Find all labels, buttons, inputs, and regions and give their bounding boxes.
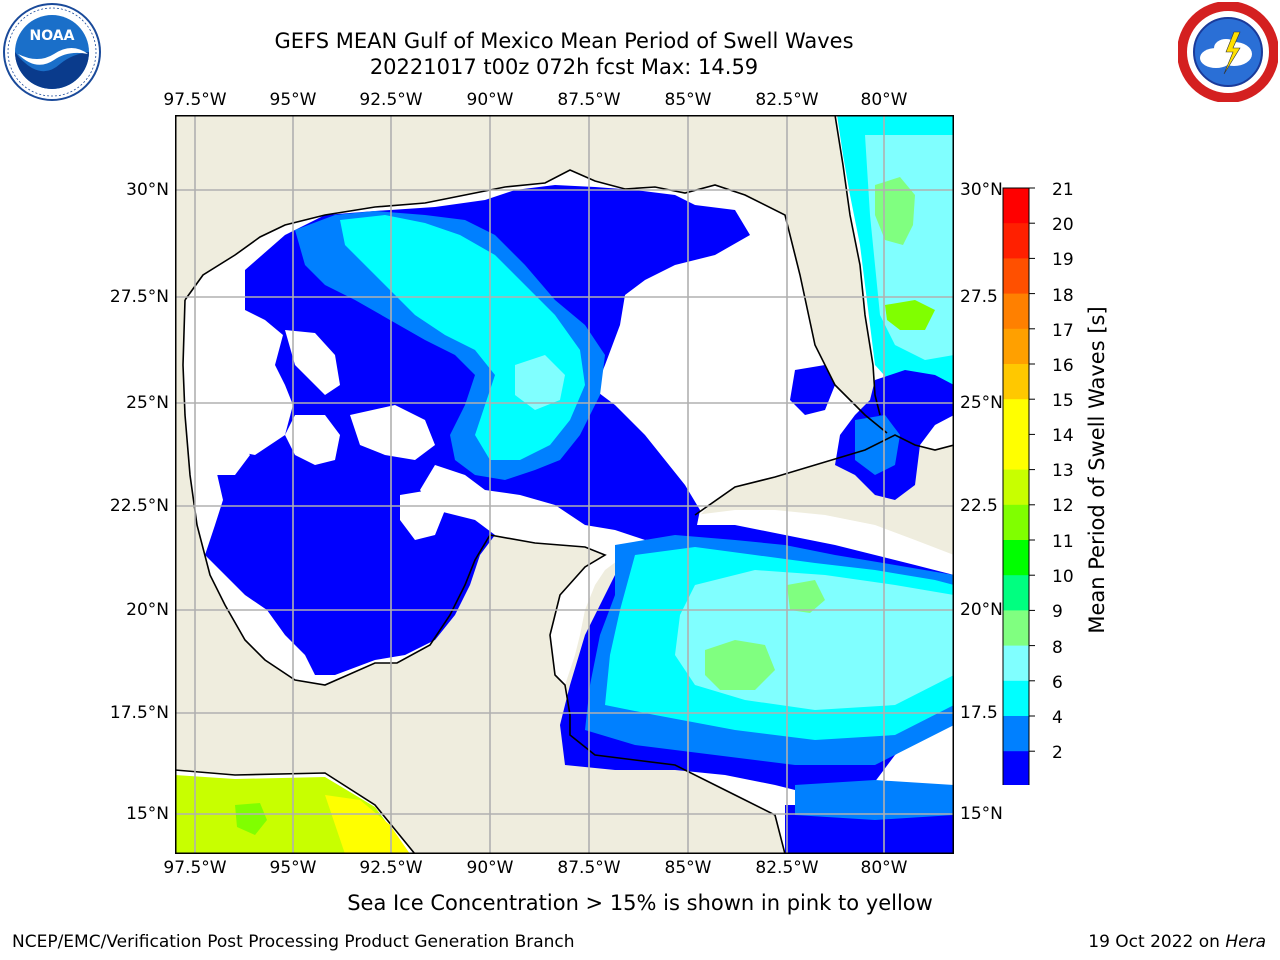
colorbar-frame <box>1002 187 1030 785</box>
colorbar-tick: 16 <box>1052 356 1074 376</box>
colorbar-tick: 15 <box>1052 391 1074 411</box>
lon-label: 95°W <box>269 90 317 110</box>
lon-label: 85°W <box>664 90 712 110</box>
colorbar-bin <box>1003 399 1029 435</box>
colorbar-tick: 18 <box>1052 286 1074 306</box>
colorbar-tick: 11 <box>1052 532 1074 552</box>
lon-label: 92.5°W <box>359 858 423 878</box>
lon-label: 85°W <box>664 858 712 878</box>
lat-label: 20°N <box>960 600 1003 620</box>
svg-text:NOAA: NOAA <box>30 28 75 44</box>
lon-label: 80°W <box>860 858 908 878</box>
lon-label: 80°W <box>860 90 908 110</box>
lon-label: 92.5°W <box>359 90 423 110</box>
lon-label: 97.5°W <box>163 858 227 878</box>
noaa-logo: NOAA <box>3 3 101 101</box>
colorbar <box>1002 187 1035 785</box>
footer-date-text: 19 Oct 2022 on <box>1088 932 1226 952</box>
lon-label: 97.5°W <box>163 90 227 110</box>
footer-host: Hera <box>1225 932 1266 952</box>
colorbar-bin <box>1003 364 1029 400</box>
lat-label: 27.5 <box>960 287 998 307</box>
lat-label: 17.5°N <box>109 703 169 723</box>
colorbar-bin <box>1003 188 1029 224</box>
colorbar-tick: 9 <box>1052 602 1063 622</box>
colorbar-tick: 4 <box>1052 708 1063 728</box>
colorbar-tick: 6 <box>1052 673 1063 693</box>
coastlines <box>175 115 954 854</box>
colorbar-tick: 17 <box>1052 321 1074 341</box>
lat-label: 22.5°N <box>109 496 169 516</box>
colorbar-tick: 19 <box>1052 250 1074 270</box>
colorbar-tick: 12 <box>1052 496 1074 516</box>
plot-title: GEFS MEAN Gulf of Mexico Mean Period of … <box>274 29 854 53</box>
colorbar-tick: 2 <box>1052 743 1063 763</box>
lat-label: 15°N <box>126 804 169 824</box>
colorbar-bin <box>1003 716 1029 752</box>
colorbar-bin <box>1003 223 1029 259</box>
colorbar-tick: 14 <box>1052 426 1074 446</box>
colorbar-bin <box>1003 610 1029 647</box>
lat-label: 20°N <box>126 600 169 620</box>
colorbar-tick: 20 <box>1052 215 1074 235</box>
colorbar-bin <box>1003 293 1029 330</box>
lon-label: 82.5°W <box>755 858 819 878</box>
lat-label: 25°N <box>126 393 169 413</box>
lat-label: 25°N <box>960 393 1003 413</box>
colorbar-bin <box>1003 645 1029 682</box>
lat-label: 15°N <box>960 804 1003 824</box>
lat-label: 17.5 <box>960 703 998 723</box>
gridlines <box>175 115 954 854</box>
lat-label: 27.5°N <box>109 287 169 307</box>
lon-label: 87.5°W <box>557 90 621 110</box>
swell-period-map <box>175 115 954 854</box>
colorbar-bin <box>1003 469 1029 506</box>
footer-date: 19 Oct 2022 on Hera <box>1088 932 1266 952</box>
lon-label: 90°W <box>466 90 514 110</box>
colorbar-bin <box>1003 328 1029 365</box>
colorbar-bin <box>1003 751 1029 785</box>
lon-label: 95°W <box>269 858 317 878</box>
colorbar-bin <box>1003 575 1029 611</box>
colorbar-tick: 13 <box>1052 461 1074 481</box>
nws-logo <box>1178 2 1278 102</box>
contour-8-9s <box>515 355 565 410</box>
sea-ice-note: Sea Ice Concentration > 15% is shown in … <box>347 891 933 915</box>
lat-label: 30°N <box>960 180 1003 200</box>
colorbar-bin <box>1003 258 1029 295</box>
colorbar-tick: 10 <box>1052 567 1074 587</box>
colorbar-bin <box>1003 680 1029 717</box>
colorbar-bin <box>1003 540 1029 576</box>
map-frame <box>175 115 954 854</box>
footer-branch: NCEP/EMC/Verification Post Processing Pr… <box>12 932 575 952</box>
colorbar-label: Mean Period of Swell Waves [s] <box>1085 306 1109 634</box>
lon-label: 90°W <box>466 858 514 878</box>
lon-label: 82.5°W <box>755 90 819 110</box>
colorbar-bin <box>1003 434 1029 471</box>
plot-subtitle: 20221017 t00z 072h fcst Max: 14.59 <box>369 55 759 79</box>
colorbar-bin <box>1003 504 1029 541</box>
lon-label: 87.5°W <box>557 858 621 878</box>
lat-label: 30°N <box>126 180 169 200</box>
lat-label: 22.5 <box>960 496 998 516</box>
colorbar-tick: 21 <box>1052 180 1074 200</box>
colorbar-tick: 8 <box>1052 638 1063 658</box>
